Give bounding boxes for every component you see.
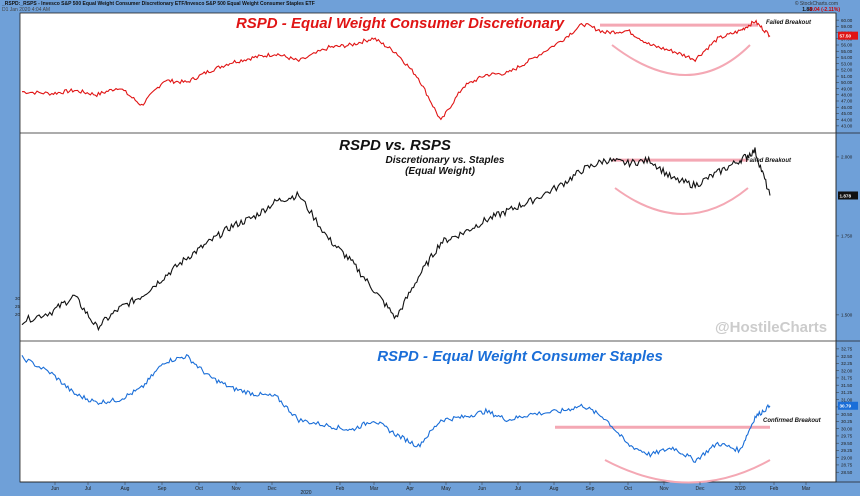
last-value-tag [838, 401, 858, 410]
x-tick-label: Sep [158, 486, 167, 492]
y-tick-label: 31.50 [841, 383, 853, 388]
y-tick-label: 31.75 [841, 376, 853, 381]
y-tick-label: 44.00 [841, 117, 853, 122]
x-tick-label: Dec [696, 486, 705, 492]
y-tick-label: 30.25 [841, 419, 853, 424]
series-line [21, 147, 771, 332]
left-tick-label: 25 [15, 304, 21, 309]
y-tick-label: 1.500 [841, 313, 853, 318]
panel-subtitle: (Equal Weight) [405, 166, 475, 177]
panel-title: RSPD - Equal Weight Consumer Staples [377, 348, 663, 365]
y-tick-label: 28.50 [841, 470, 853, 475]
panel-title: RSPD vs. RSPS [339, 137, 451, 154]
x-tick-label: Aug [550, 486, 559, 492]
x-tick-label: Jun [478, 486, 486, 492]
y-tick-label: 30.50 [841, 412, 853, 417]
series-line [21, 19, 771, 121]
x-tick-label: Nov [660, 486, 669, 492]
chart-header-subtitle: D1 Jan 2020 4:04 AM [2, 7, 51, 13]
y-tick-label: 46.00 [841, 105, 853, 110]
annotation-label: Failed Breakout [746, 158, 792, 164]
y-tick-label: 2.000 [841, 155, 853, 160]
y-tick-label: 49.00 [841, 86, 853, 91]
x-tick-label: Jun [51, 486, 59, 492]
y-tick-label: 51.00 [841, 74, 853, 79]
saucer-arc [604, 459, 771, 484]
panel-1: 60.0059.0058.0057.0056.0055.0054.0053.00… [20, 13, 860, 134]
panel-3: 32.75 32.50 32.25 32.00 31.75 31.50 31.25 31.00… [20, 342, 860, 484]
x-tick-label: Jul [515, 486, 521, 492]
y-tick-label: 54.00 [841, 55, 853, 60]
x-tick-label: Feb [770, 486, 779, 492]
panel-2: 2.000 1.750 1.500 30 25 20 1.878 RSPD vs. RSPSD… [15, 134, 860, 342]
y-tick-label: 60.00 [841, 18, 853, 23]
y-tick-label: 56.00 [841, 43, 853, 48]
y-tick-label: 31.25 [841, 390, 853, 395]
saucer-arc [611, 44, 751, 76]
y-tick-label: 52.00 [841, 68, 853, 73]
y-tick-label: 29.00 [841, 455, 853, 460]
x-tick-label: Sep [586, 486, 595, 492]
x-tick-label: Feb [336, 486, 345, 492]
x-tick-label: Mar [370, 486, 379, 492]
saucer-arc [614, 187, 749, 215]
x-tick-label: Jul [85, 486, 91, 492]
x-tick-label: Mar [802, 486, 811, 492]
panel-title: RSPD - Equal Weight Consumer Discretiona… [236, 15, 565, 32]
x-tick-label: Nov [232, 486, 241, 492]
left-tick-label: 30 [15, 296, 21, 301]
last-value-tag [838, 31, 858, 40]
y-tick-label: 55.00 [841, 49, 853, 54]
brand-label: © StockCharts.com [794, 1, 838, 7]
y-tick-label: 45.00 [841, 111, 853, 116]
y-tick-label: 50.00 [841, 80, 853, 85]
y-tick-label: 32.25 [841, 361, 853, 366]
y-tick-label: 28.75 [841, 463, 853, 468]
change-value: -0.04 (-2.11%) [808, 7, 840, 13]
last-value: 1.88 [802, 7, 812, 13]
y-tick-label: 47.00 [841, 99, 853, 104]
y-tick-label: 48.00 [841, 92, 853, 97]
y-tick-label: 29.75 [841, 434, 853, 439]
x-tick-label: Apr [406, 486, 414, 492]
x-tick-label: 2020 [734, 486, 745, 492]
y-tick-label: 1.750 [841, 234, 853, 239]
left-tick-label: 20 [15, 312, 21, 317]
panel-subtitle: Discretionary vs. Staples [386, 155, 505, 166]
y-tick-label: 29.50 [841, 441, 853, 446]
x-tick-label: Aug [121, 486, 130, 492]
last-value-label: 57.50 [840, 33, 852, 38]
annotation-label: Failed Breakout [766, 20, 812, 26]
last-value-label: 1.878 [840, 193, 852, 198]
annotation-label: Confirmed Breakout [763, 418, 822, 424]
x-tick-label: Oct [624, 486, 632, 492]
x-tick-label: Dec [268, 486, 277, 492]
chart-header-title: _RSPD:_RSPS - Invesco S&P 500 Equal Weig… [2, 1, 315, 7]
x-year-label: 2020 [300, 490, 311, 496]
y-tick-label: 29.25 [841, 448, 853, 453]
y-tick-label: 53.00 [841, 61, 853, 66]
x-tick-label: Oct [195, 486, 203, 492]
y-tick-label: 31.00 [841, 397, 853, 402]
series-line [21, 354, 771, 463]
y-tick-label: 32.50 [841, 354, 853, 359]
y-tick-label: 32.00 [841, 368, 853, 373]
y-tick-label: 30.00 [841, 426, 853, 431]
y-tick-label: 32.75 [841, 347, 853, 352]
x-tick-label: May [441, 486, 451, 492]
last-value-label: 30.79 [840, 404, 852, 409]
last-value-tag [838, 191, 858, 200]
y-tick-label: 59.00 [841, 24, 853, 29]
watermark: @HostileCharts [715, 319, 827, 336]
y-tick-label: 43.00 [841, 124, 853, 129]
